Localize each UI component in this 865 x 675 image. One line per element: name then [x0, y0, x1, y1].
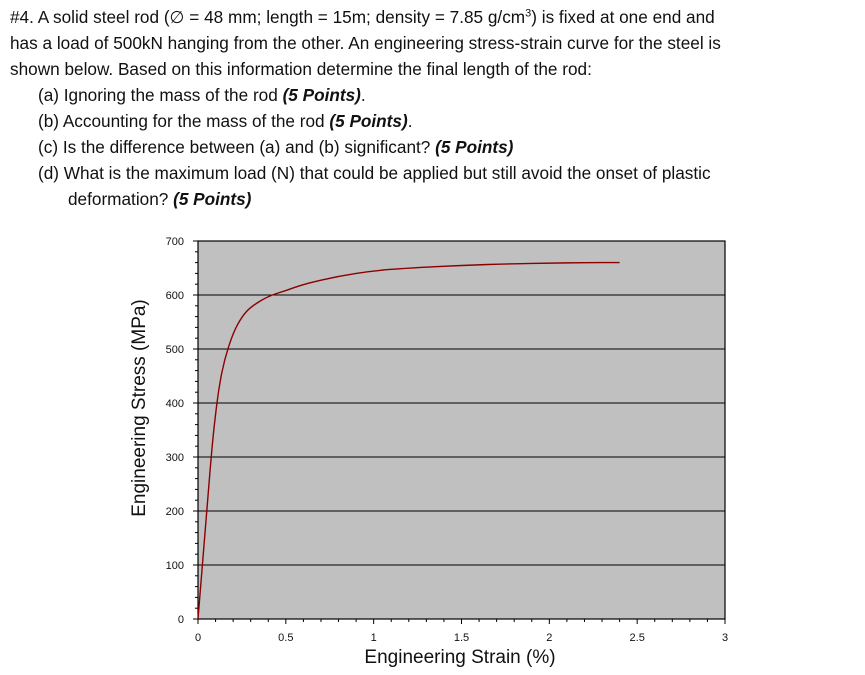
problem-statement: #4. A solid steel rod (∅ = 48 mm; length… — [10, 4, 860, 212]
part-d-text: (d) What is the maximum load (N) that co… — [38, 163, 711, 183]
y-tick-label-600: 600 — [166, 290, 184, 302]
problem-line-1: #4. A solid steel rod (∅ = 48 mm; length… — [10, 4, 860, 30]
plot-frame — [197, 240, 726, 620]
part-b: (b) Accounting for the mass of the rod (… — [38, 108, 860, 134]
y-tick-label-200: 200 — [166, 506, 184, 518]
x-tick-label-1.5: 1.5 — [454, 632, 469, 644]
y-tick-label-700: 700 — [166, 236, 184, 248]
part-a-tail: . — [360, 85, 366, 105]
part-c-points: (5 Points) — [435, 137, 514, 157]
x-axis-label: Engineering Strain (%) — [364, 647, 556, 668]
x-tick-label-1: 1 — [371, 632, 377, 644]
y-tick-label-100: 100 — [166, 560, 184, 572]
part-d-cont-text: deformation? — [68, 189, 174, 209]
y-axis-label-text: Engineering Stress (MPa) — [129, 299, 150, 517]
x-tick-label-0.5: 0.5 — [278, 632, 293, 644]
problem-line-1-text: #4. A solid steel rod (∅ = 48 mm; length… — [10, 7, 526, 27]
part-d-continued: deformation? (5 Points) — [38, 186, 860, 212]
series-line-0 — [197, 261, 620, 620]
y-tick-label-500: 500 — [166, 344, 184, 356]
x-tick-label-0: 0 — [195, 632, 201, 644]
part-d-points: (5 Points) — [173, 189, 252, 209]
x-tick-label-2: 2 — [546, 632, 552, 644]
y-axis-label: Engineering Stress (MPa) — [120, 248, 160, 568]
superscript-3: 3 — [525, 7, 532, 20]
question-parts: (a) Ignoring the mass of the rod (5 Poin… — [38, 82, 860, 212]
part-a-text: (a) Ignoring the mass of the rod — [38, 85, 283, 105]
part-c-text: (c) Is the difference between (a) and (b… — [38, 137, 436, 157]
y-tick-label-400: 400 — [166, 398, 184, 410]
problem-line-2: has a load of 500kN hanging from the oth… — [10, 33, 721, 53]
y-tick-label-300: 300 — [166, 452, 184, 464]
problem-line-3: shown below. Based on this information d… — [10, 59, 592, 79]
y-tick-label-0: 0 — [178, 614, 184, 626]
part-a: (a) Ignoring the mass of the rod (5 Poin… — [38, 82, 860, 108]
x-tick-label-3: 3 — [722, 632, 728, 644]
plot-area — [198, 241, 725, 619]
problem-line-1-tail: ) is fixed at one end and — [531, 7, 715, 27]
part-b-tail: . — [407, 111, 413, 131]
part-d: (d) What is the maximum load (N) that co… — [38, 160, 860, 186]
part-b-text: (b) Accounting for the mass of the rod — [38, 111, 330, 131]
part-b-points: (5 Points) — [329, 111, 408, 131]
x-tick-label-2.5: 2.5 — [630, 632, 645, 644]
part-a-points: (5 Points) — [282, 85, 361, 105]
part-c: (c) Is the difference between (a) and (b… — [38, 134, 860, 160]
